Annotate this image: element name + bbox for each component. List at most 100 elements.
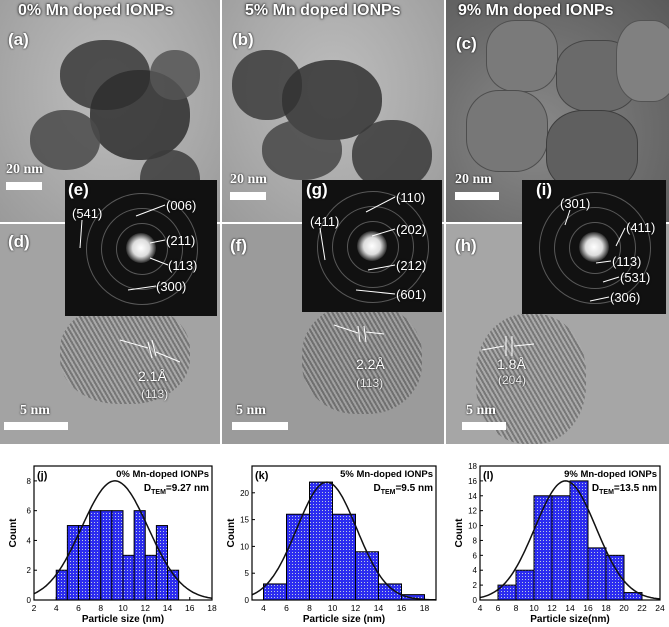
saed-i-hkl-0: (301) — [560, 196, 591, 211]
y-tick-label: 8 — [27, 477, 32, 486]
chart-title: 5% Mn-doped IONPs — [340, 469, 433, 480]
histogram-bar — [533, 495, 553, 601]
x-tick-label: 12 — [351, 603, 361, 613]
histogram-l: 4 6 8 10 12 14 16 18 20 22 24024681012141618Partic… — [454, 462, 665, 625]
saed-i-hkl-4: (306) — [610, 290, 641, 305]
panel-label-h: (h) — [455, 236, 477, 255]
y-axis-label: Count — [226, 518, 237, 548]
panel-label-b: (b) — [232, 30, 254, 49]
x-tick-label: 24 — [655, 603, 665, 613]
x-tick-label: 4 — [54, 603, 59, 613]
chart-title: 9% Mn-doped IONPs — [564, 469, 657, 480]
y-tick-label: 6 — [473, 551, 478, 560]
gaussian-fit-line — [33, 480, 213, 600]
gaussian-fit-line — [479, 480, 661, 600]
chart-subtitle: DTEM=9.27 nm — [144, 483, 209, 496]
x-tick-label: 14 — [163, 603, 173, 613]
x-tick-label: 4 — [261, 603, 266, 613]
y-tick-label: 10 — [468, 522, 477, 531]
y-axis-label: Count — [8, 518, 19, 548]
histogram-bar — [100, 510, 113, 601]
saed-i-hkl-3: (531) — [620, 270, 651, 285]
scale-label-a: 20 nm — [6, 162, 43, 177]
y-tick-label: 2 — [27, 566, 32, 575]
y-tick-label: 4 — [27, 536, 32, 545]
saed-e-hkl-4: (300) — [156, 279, 187, 294]
lattice-plane-f: (113) — [356, 376, 384, 390]
histogram-bar — [89, 510, 102, 601]
x-tick-label: 10 — [118, 603, 128, 613]
panel-label-g: (g) — [306, 180, 328, 199]
histogram-bar — [515, 569, 535, 601]
scale-label-c: 20 nm — [455, 172, 492, 187]
saed-e-hkl-2: (211) — [166, 233, 196, 248]
lattice-plane-h: (204) — [498, 373, 527, 387]
x-axis-label: Particle size (nm) — [303, 614, 385, 625]
histogram-bar — [111, 510, 124, 601]
panel-label-f: (f) — [230, 236, 247, 255]
saed-g-hkl-0: (411) — [310, 214, 340, 229]
x-tick-label: 10 — [529, 603, 539, 613]
saed-e-hkl-1: (006) — [166, 198, 197, 213]
saed-e-hkl-0: (541) — [72, 206, 103, 221]
x-tick-label: 12 — [141, 603, 151, 613]
x-tick-label: 18 — [420, 603, 430, 613]
lattice-spacing-f: 2.2Å — [356, 356, 385, 372]
scale-bar-a — [6, 182, 42, 190]
panel-label-i: (i) — [536, 180, 553, 199]
panel-label-e: (e) — [68, 180, 89, 199]
y-axis-label: Count — [454, 518, 465, 548]
x-tick-label: 18 — [207, 603, 217, 613]
y-tick-label: 0 — [473, 596, 478, 605]
y-tick-label: 14 — [468, 492, 477, 501]
header-5-percent: 5% Mn doped IONPs — [245, 2, 401, 19]
y-tick-label: 18 — [468, 462, 477, 471]
y-tick-label: 12 — [468, 507, 477, 516]
saed-i-hkl-2: (113) — [612, 254, 642, 269]
plot-frame — [251, 465, 437, 601]
x-tick-label: 20 — [619, 603, 629, 613]
histogram-bar — [263, 583, 287, 601]
y-tick-label: 4 — [473, 566, 478, 575]
x-axis-label: Particle size (nm) — [82, 614, 164, 625]
x-tick-label: 6 — [76, 603, 81, 613]
x-tick-label: 6 — [496, 603, 501, 613]
scale-label-b: 20 nm — [230, 172, 267, 187]
x-tick-label: 16 — [583, 603, 593, 613]
saed-inset-i — [522, 180, 666, 314]
lattice-plane-d: (113) — [141, 387, 169, 401]
panel-label: (k) — [255, 470, 269, 482]
y-tick-label: 10 — [240, 542, 249, 551]
histogram-bar — [569, 480, 589, 601]
x-tick-label: 22 — [637, 603, 647, 613]
scale-bar-h — [462, 422, 506, 430]
y-tick-label: 6 — [27, 507, 32, 516]
panel-label: (j) — [37, 470, 48, 482]
histogram-bar — [355, 551, 379, 601]
saed-g-hkl-3: (212) — [396, 258, 427, 273]
lattice-spacing-d: 2.1Å — [138, 368, 167, 384]
histogram-bar — [144, 554, 157, 601]
saed-inset-g — [302, 180, 442, 312]
panel-label-d: (d) — [8, 232, 30, 251]
y-tick-label: 8 — [473, 536, 478, 545]
saed-g-hkl-1: (110) — [396, 190, 426, 205]
histogram-bar — [378, 583, 402, 601]
x-tick-label: 14 — [565, 603, 575, 613]
x-tick-label: 10 — [328, 603, 338, 613]
saed-i-hkl-1: (411) — [626, 220, 656, 235]
x-tick-label: 8 — [307, 603, 312, 613]
x-tick-label: 16 — [185, 603, 195, 613]
x-axis-label: Particle size(nm) — [530, 614, 609, 625]
x-tick-label: 4 — [478, 603, 483, 613]
x-tick-label: 12 — [547, 603, 557, 613]
y-tick-label: 20 — [240, 489, 249, 498]
chart-subtitle: DTEM=13.5 nm — [592, 483, 657, 496]
histogram-bar — [332, 513, 356, 601]
chart-title: 0% Mn-doped IONPs — [116, 469, 209, 480]
x-tick-label: 8 — [514, 603, 519, 613]
x-tick-label: 6 — [284, 603, 289, 613]
scale-bar-c — [455, 192, 499, 200]
